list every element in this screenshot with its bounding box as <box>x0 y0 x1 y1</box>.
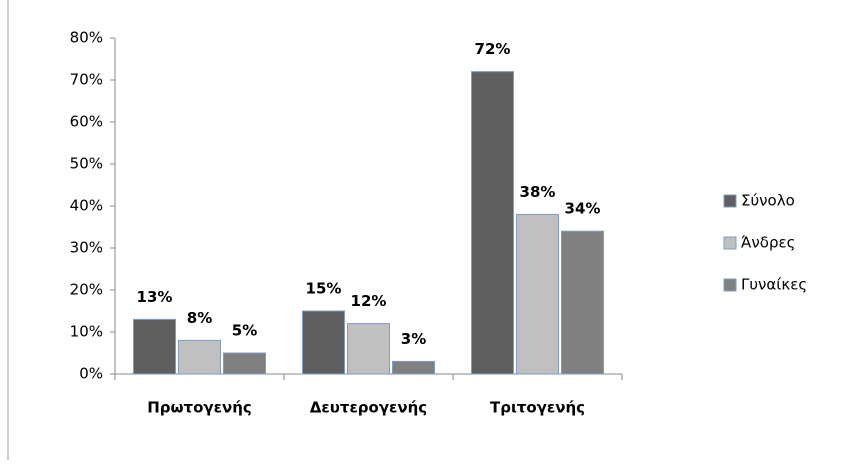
y-tick-label: 80% <box>70 29 103 47</box>
x-tick-label: Δευτερογενής <box>310 399 427 417</box>
value-label: 34% <box>565 200 601 218</box>
bar <box>302 310 345 375</box>
value-label: 8% <box>187 309 212 327</box>
bar <box>471 71 514 375</box>
y-tick-label: 30% <box>70 239 103 257</box>
bar <box>516 213 559 375</box>
y-tick-label: 0% <box>79 365 103 383</box>
value-label: 72% <box>475 40 511 58</box>
y-tick-label: 20% <box>70 281 103 299</box>
x-tick-label: Πρωτογενής <box>147 399 252 417</box>
y-tick-label: 70% <box>70 71 103 89</box>
bar <box>392 360 435 375</box>
legend-swatch <box>723 194 737 208</box>
bar <box>561 230 604 375</box>
y-tick-label: 50% <box>70 155 103 173</box>
bar <box>133 318 176 375</box>
x-tick-label: Τριτογενής <box>490 399 585 417</box>
value-label: 15% <box>306 280 342 298</box>
legend-label: Άνδρες <box>741 234 795 252</box>
y-tick-label: 10% <box>70 323 103 341</box>
value-label: 13% <box>137 288 173 306</box>
y-tick-label: 40% <box>70 197 103 215</box>
bar <box>347 323 390 375</box>
value-label: 5% <box>232 322 257 340</box>
legend-label: Σύνολο <box>741 192 795 210</box>
value-label: 3% <box>401 330 426 348</box>
bar <box>223 352 266 375</box>
bar <box>178 339 221 375</box>
y-tick-label: 60% <box>70 113 103 131</box>
value-label: 38% <box>520 183 556 201</box>
legend-swatch <box>723 236 737 250</box>
legend-swatch <box>723 278 737 292</box>
legend-label: Γυναίκες <box>741 276 807 294</box>
value-label: 12% <box>351 292 387 310</box>
